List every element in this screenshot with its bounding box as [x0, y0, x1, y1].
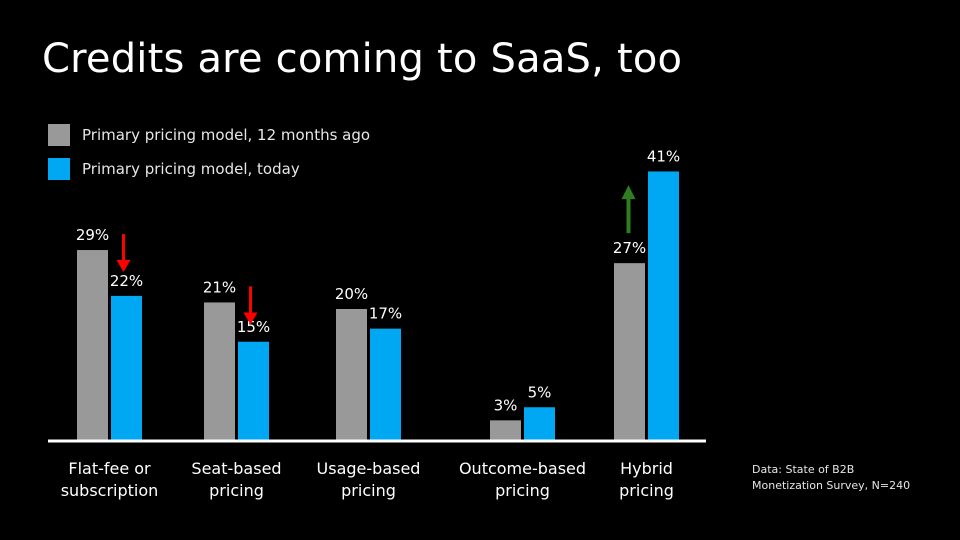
category-label-1-0: Seat-based — [191, 459, 281, 478]
source-note: Data: State of B2B Monetization Survey, … — [752, 462, 910, 494]
category-label-0-1: subscription — [61, 481, 159, 500]
data-label-previous-0: 29% — [76, 226, 109, 244]
category-label-3-1: pricing — [495, 481, 550, 500]
bar-today-4 — [648, 171, 679, 440]
data-label-previous-1: 21% — [203, 278, 236, 296]
chart-title: Credits are coming to SaaS, too — [42, 36, 683, 82]
source-line-2: Monetization Survey, N=240 — [752, 479, 911, 492]
trend-arrow-head-0 — [116, 260, 131, 273]
bar-today-1 — [238, 341, 269, 440]
bar-previous-4 — [614, 263, 645, 440]
category-label-3-0: Outcome-based — [459, 459, 586, 478]
data-label-today-2: 17% — [369, 305, 402, 323]
legend-swatch-today — [48, 158, 70, 180]
bar-today-3 — [524, 407, 555, 440]
legend-item-today: Primary pricing model, today — [48, 152, 370, 186]
trend-arrow-head-4 — [621, 185, 636, 200]
legend-label-previous: Primary pricing model, 12 months ago — [82, 126, 371, 144]
data-label-previous-4: 27% — [613, 239, 646, 257]
data-label-previous-3: 3% — [494, 396, 518, 414]
data-label-today-0: 22% — [110, 272, 143, 290]
category-label-0-0: Flat-fee or — [68, 459, 151, 478]
category-label-2-1: pricing — [341, 481, 396, 500]
bar-previous-1 — [204, 302, 235, 440]
bar-previous-0 — [77, 250, 108, 440]
bar-previous-2 — [336, 309, 367, 440]
data-label-today-3: 5% — [528, 383, 552, 401]
trend-arrow-head-1 — [243, 312, 258, 325]
legend-label-today: Primary pricing model, today — [82, 160, 300, 178]
category-label-4-1: pricing — [619, 481, 674, 500]
legend: Primary pricing model, 12 months ago Pri… — [48, 118, 370, 186]
source-line-1: Data: State of B2B — [752, 463, 855, 476]
bar-today-2 — [370, 328, 401, 440]
category-label-1-1: pricing — [209, 481, 264, 500]
bar-previous-3 — [490, 420, 521, 440]
category-label-2-0: Usage-based — [317, 459, 421, 478]
legend-item-previous: Primary pricing model, 12 months ago — [48, 118, 370, 152]
legend-swatch-previous — [48, 124, 70, 146]
data-label-today-4: 41% — [647, 147, 680, 165]
bar-today-0 — [111, 295, 142, 440]
category-label-4-0: Hybrid — [620, 459, 673, 478]
data-label-previous-2: 20% — [335, 285, 368, 303]
data-label-today-1: 15% — [237, 318, 270, 336]
